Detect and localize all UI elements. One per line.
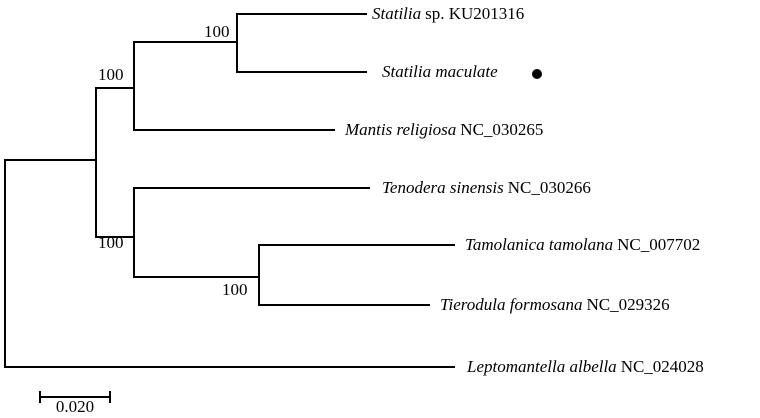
label-part: Tenodera sinensis: [382, 178, 504, 197]
scale-bar: 0.020: [39, 391, 111, 416]
label-part: Mantis religiosa: [344, 120, 456, 139]
label-part: Tamolanica tamolana: [465, 235, 613, 254]
label-part: NC_030265: [460, 120, 543, 139]
label-part: Leptomantella albella: [466, 357, 617, 376]
bootstrap: 100: [98, 233, 124, 252]
label-part: sp. KU201316: [425, 4, 524, 23]
leaf-label: Statilia maculate: [382, 62, 498, 81]
label-part: NC_030266: [508, 178, 591, 197]
label-part: Statilia: [372, 4, 421, 23]
label-part: NC_007702: [617, 235, 700, 254]
bootstrap: 100: [98, 65, 124, 84]
leaf-label: Tamolanica tamolana NC_007702: [465, 235, 700, 254]
scale-label: 0.020: [56, 397, 94, 416]
branches: [4, 13, 455, 368]
bootstrap: 100: [204, 22, 230, 41]
bootstrap: 100: [222, 280, 248, 299]
label-part: NC_029326: [586, 295, 669, 314]
leaf-label: Tenodera sinensis NC_030266: [382, 178, 591, 197]
marker-dot: [532, 69, 542, 79]
leaf-label: Mantis religiosa NC_030265: [344, 120, 543, 139]
label-part: Statilia maculate: [382, 62, 498, 81]
leaf-label: Leptomantella albella NC_024028: [466, 357, 704, 376]
label-part: Tierodula formosana: [440, 295, 582, 314]
label-part: NC_024028: [621, 357, 704, 376]
bootstrap-values: 100 100 100 100: [98, 22, 248, 299]
leaf-label: Tierodula formosana NC_029326: [440, 295, 670, 314]
leaf-label: Statilia sp. KU201316: [372, 4, 524, 23]
leaf-labels: Statilia sp. KU201316 Statilia maculate M…: [344, 4, 704, 376]
